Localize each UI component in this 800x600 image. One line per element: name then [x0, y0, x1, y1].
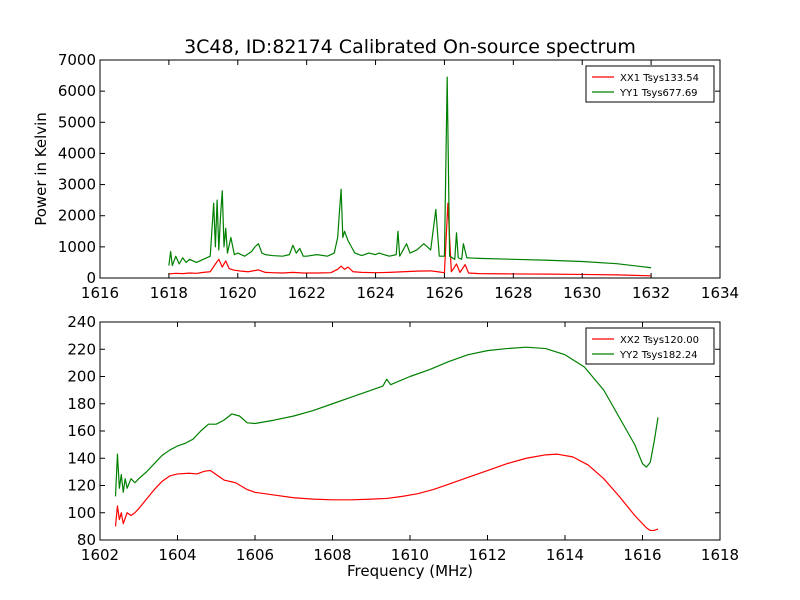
x-tick-label: 1602	[81, 546, 119, 564]
legend-entry: XX2 Tsys120.00	[620, 335, 699, 346]
x-tick-label: 1632	[632, 284, 670, 302]
y-tick-label: 120	[67, 477, 96, 495]
x-tick-label: 1618	[701, 546, 739, 564]
x-tick-label: 1614	[546, 546, 584, 564]
x-axis-label: Frequency (MHz)	[347, 562, 473, 580]
x-tick-label: 1616	[81, 284, 119, 302]
legend-box	[585, 65, 715, 103]
x-tick-label: 1610	[391, 546, 429, 564]
x-tick-label: 1634	[701, 284, 739, 302]
x-tick-label: 1612	[468, 546, 506, 564]
top-spectrum-panel: 1616 1618 1620 1622 1624 1626 1628 1630 1632 1634…	[32, 51, 739, 302]
y-tick-label: 240	[67, 313, 96, 331]
legend-box	[585, 327, 715, 365]
legend-entry: YY2 Tsys182.24	[619, 350, 698, 361]
y-tick-label: 7000	[58, 51, 96, 69]
x-tick-label: 1630	[563, 284, 601, 302]
y-tick-label: 220	[67, 340, 96, 358]
x-tick-label: 1606	[236, 546, 274, 564]
x-tick-label: 1604	[158, 546, 196, 564]
x-tick-label: 1622	[288, 284, 326, 302]
x-tick-label: 1628	[494, 284, 532, 302]
x-tick-label: 1616	[623, 546, 661, 564]
y-tick-label: 3000	[58, 176, 96, 194]
legend: XX1 Tsys133.54 YY1 Tsys677.69	[585, 65, 715, 103]
x-tick-label: 1620	[219, 284, 257, 302]
plot-frame	[99, 59, 721, 279]
x-tick-label: 1618	[150, 284, 188, 302]
legend-entry: YY1 Tsys677.69	[619, 88, 698, 99]
figure-title: 3C48, ID:82174 Calibrated On-source spec…	[184, 36, 636, 58]
y-tick-label: 140	[67, 449, 96, 467]
x-tick-label: 1608	[313, 546, 351, 564]
series-line-xx2	[114, 453, 659, 532]
y-tick-label: 100	[67, 504, 96, 522]
bottom-spectrum-panel: 1602 1604 1606 1608 1610 1612 1614 1616 1618 80 10…	[67, 313, 739, 580]
y-tick-label: 4000	[58, 144, 96, 162]
y-tick-label: 1000	[58, 238, 96, 256]
y-tick-label: 200	[67, 368, 96, 386]
x-tick-label: 1626	[425, 284, 463, 302]
y-axis-label: Power in Kelvin	[32, 112, 50, 226]
y-tick-label: 180	[67, 395, 96, 413]
y-tick-label: 160	[67, 422, 96, 440]
series-group	[168, 76, 652, 277]
legend: XX2 Tsys120.00 YY2 Tsys182.24	[585, 327, 715, 365]
y-tick-label: 6000	[58, 82, 96, 100]
series-line-xx1	[168, 202, 652, 277]
y-tick-label: 5000	[58, 113, 96, 131]
y-tick-label: 2000	[58, 207, 96, 225]
y-tick-label: 0	[86, 269, 96, 287]
x-tick-label: 1624	[356, 284, 394, 302]
series-line-yy2	[114, 346, 659, 497]
series-group	[114, 346, 659, 532]
legend-entry: XX1 Tsys133.54	[620, 73, 699, 84]
y-tick-label: 80	[77, 531, 96, 549]
series-line-yy1	[168, 76, 652, 269]
